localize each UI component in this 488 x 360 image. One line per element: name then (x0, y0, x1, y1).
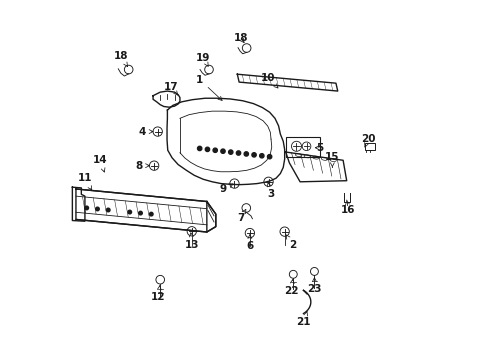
Text: 4: 4 (138, 127, 153, 136)
Circle shape (267, 154, 271, 159)
Text: 7: 7 (237, 210, 245, 222)
Polygon shape (167, 98, 284, 185)
Circle shape (197, 146, 202, 150)
Polygon shape (72, 187, 85, 221)
Circle shape (244, 152, 248, 156)
Text: 9: 9 (219, 184, 232, 194)
Circle shape (149, 212, 153, 216)
Circle shape (221, 149, 224, 153)
Polygon shape (285, 152, 346, 182)
Text: 10: 10 (260, 73, 277, 88)
Text: 23: 23 (306, 278, 321, 294)
Text: 11: 11 (78, 173, 92, 190)
Polygon shape (237, 74, 337, 91)
Text: 14: 14 (93, 155, 107, 172)
Circle shape (85, 206, 88, 210)
Text: 16: 16 (341, 200, 355, 216)
Polygon shape (206, 202, 215, 232)
Text: 5: 5 (315, 143, 323, 153)
Text: 19: 19 (196, 53, 210, 66)
Polygon shape (76, 189, 215, 232)
Text: 22: 22 (284, 279, 298, 296)
Text: 1: 1 (196, 75, 222, 100)
Text: 18: 18 (233, 33, 247, 43)
Text: 18: 18 (113, 51, 128, 67)
Text: 2: 2 (285, 234, 296, 249)
Circle shape (236, 151, 240, 155)
Circle shape (205, 147, 209, 152)
Text: 17: 17 (163, 82, 178, 95)
Circle shape (259, 154, 264, 158)
Text: 3: 3 (267, 183, 274, 199)
Text: 8: 8 (135, 161, 149, 171)
Text: 12: 12 (151, 286, 165, 302)
Circle shape (228, 150, 232, 154)
Text: 15: 15 (325, 152, 339, 167)
Circle shape (106, 208, 110, 212)
Text: 20: 20 (360, 134, 375, 147)
Polygon shape (153, 91, 180, 107)
Circle shape (96, 207, 99, 211)
Circle shape (213, 148, 217, 152)
Circle shape (128, 210, 131, 214)
Text: 13: 13 (185, 233, 199, 249)
Circle shape (139, 211, 142, 215)
Text: 6: 6 (246, 235, 253, 251)
Circle shape (251, 153, 256, 157)
Text: 21: 21 (296, 311, 310, 327)
